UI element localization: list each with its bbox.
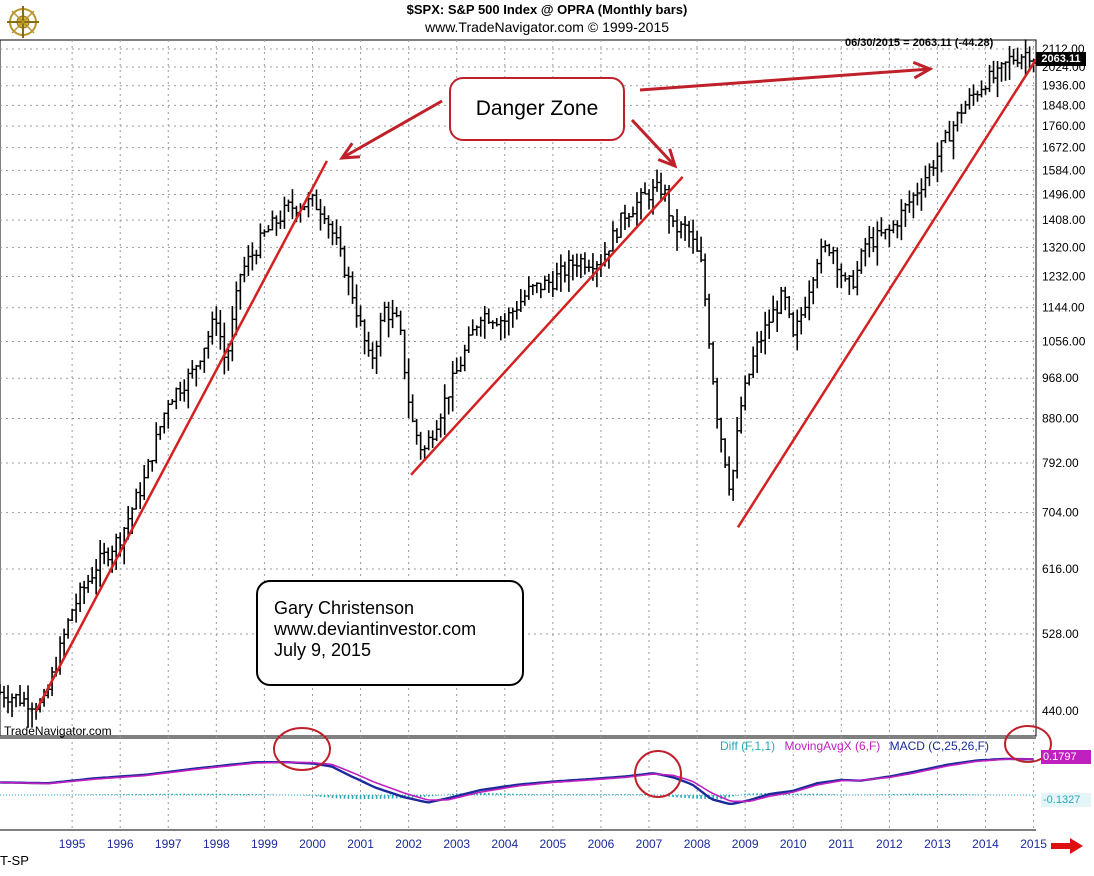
macd-value-tag: 0.1797 — [1041, 750, 1091, 764]
chart-title: $SPX: S&P 500 Index @ OPRA (Monthly bars… — [406, 2, 688, 17]
danger-arrow-head — [657, 148, 678, 169]
ticker-symbol: T-SP — [0, 853, 29, 868]
danger-zone-callout: Danger Zone — [449, 77, 625, 141]
y-tick-label: 880.00 — [1042, 411, 1079, 425]
x-axis-ticks: 1995 1996 1997 1998 1999 2000 2001 2002 2003 2004… — [59, 837, 1048, 851]
trendline — [34, 160, 329, 712]
x-tick-label: 2005 — [540, 837, 567, 851]
author-note: Gary Christenson www.deviantinvestor.com… — [256, 580, 524, 686]
x-tick-label: 2015 — [1020, 837, 1047, 851]
x-tick-label: 1997 — [155, 837, 182, 851]
annotation-shapes — [273, 60, 1052, 798]
x-tick-label: 2014 — [972, 837, 999, 851]
legend-macd: MACD (C,25,26,F) — [889, 739, 989, 753]
x-tick-label: 1995 — [59, 837, 86, 851]
highlight-circle — [273, 727, 331, 771]
legend-diff: Diff (F,1,1) — [720, 739, 776, 753]
x-tick-label: 1998 — [203, 837, 230, 851]
grid-layer — [0, 39, 1037, 831]
y-tick-label: 440.00 — [1042, 704, 1079, 718]
danger-arrow-head — [339, 142, 361, 160]
y-tick-label: 1408.00 — [1042, 213, 1086, 227]
y-tick-label: 968.00 — [1042, 371, 1079, 385]
x-tick-label: 2010 — [780, 837, 807, 851]
chart-subtitle: www.TradeNavigator.com © 1999-2015 — [424, 19, 670, 35]
trendlines — [34, 58, 1038, 712]
y-tick-label: 704.00 — [1042, 506, 1079, 520]
x-tick-label: 1996 — [107, 837, 134, 851]
x-tick-label: 1999 — [251, 837, 278, 851]
x-tick-label: 2007 — [636, 837, 663, 851]
author-website: www.deviantinvestor.com — [274, 619, 477, 639]
price-bars — [0, 39, 1037, 728]
trendline — [736, 58, 1038, 528]
author-date: July 9, 2015 — [274, 640, 372, 660]
x-tick-label: 2001 — [347, 837, 374, 851]
x-tick-label: 2000 — [299, 837, 326, 851]
price-panel-frame — [0, 39, 1037, 737]
y-tick-label: 1936.00 — [1042, 79, 1086, 93]
last-price-tag: 2063.11 — [1036, 52, 1086, 66]
danger-arrow-shaft — [630, 118, 677, 168]
trade-navigator-logo-icon — [2, 2, 44, 42]
x-tick-label: 2011 — [828, 837, 854, 851]
y-tick-label: 616.00 — [1042, 562, 1079, 576]
author-name: Gary Christenson — [274, 598, 415, 618]
red-right-arrow-icon[interactable] — [1050, 838, 1084, 859]
legend-moving-avg: MovingAvgX (6,F) — [784, 739, 881, 753]
x-tick-label: 2004 — [491, 837, 518, 851]
y-axis-ticks: 2112.002024.001936.001848.001760.001672.… — [1042, 42, 1086, 718]
danger-arrow-head — [912, 60, 934, 80]
y-tick-label: 792.00 — [1042, 456, 1079, 470]
danger-arrow-shaft — [341, 99, 443, 160]
indicator-legend: Diff (F,1,1) MovingAvgX (6,F) MACD (C,25… — [720, 739, 995, 753]
indicator-panel — [0, 757, 1036, 806]
y-tick-label: 1584.00 — [1042, 163, 1086, 177]
y-tick-label: 1320.00 — [1042, 240, 1086, 254]
y-tick-label: 528.00 — [1042, 627, 1079, 641]
trendline — [410, 176, 684, 476]
highlight-circle — [634, 750, 682, 798]
y-tick-label: 1056.00 — [1042, 335, 1086, 349]
x-tick-label: 2006 — [588, 837, 615, 851]
danger-arrow-shaft — [639, 67, 931, 92]
x-tick-label: 2013 — [924, 837, 951, 851]
y-tick-label: 1496.00 — [1042, 188, 1086, 202]
y-tick-label: 1760.00 — [1042, 119, 1086, 133]
x-tick-label: 2012 — [876, 837, 903, 851]
x-tick-label: 2008 — [684, 837, 711, 851]
macd-line — [0, 757, 1034, 806]
moving-average-line — [0, 758, 1034, 803]
y-tick-label: 1232.00 — [1042, 269, 1086, 283]
y-tick-label: 1144.00 — [1042, 301, 1085, 315]
x-tick-label: 2003 — [443, 837, 470, 851]
last-price-readout: 06/30/2015 = 2063.11 (-44.28) — [845, 37, 994, 49]
y-tick-label: 1672.00 — [1042, 141, 1086, 155]
x-tick-label: 2002 — [395, 837, 422, 851]
highlight-circle — [1004, 725, 1052, 763]
diff-value-tag: -0.1327 — [1041, 793, 1091, 807]
y-tick-label: 1848.00 — [1042, 98, 1086, 112]
watermark: TradeNavigator.com — [4, 724, 112, 738]
x-tick-label: 2009 — [732, 837, 759, 851]
